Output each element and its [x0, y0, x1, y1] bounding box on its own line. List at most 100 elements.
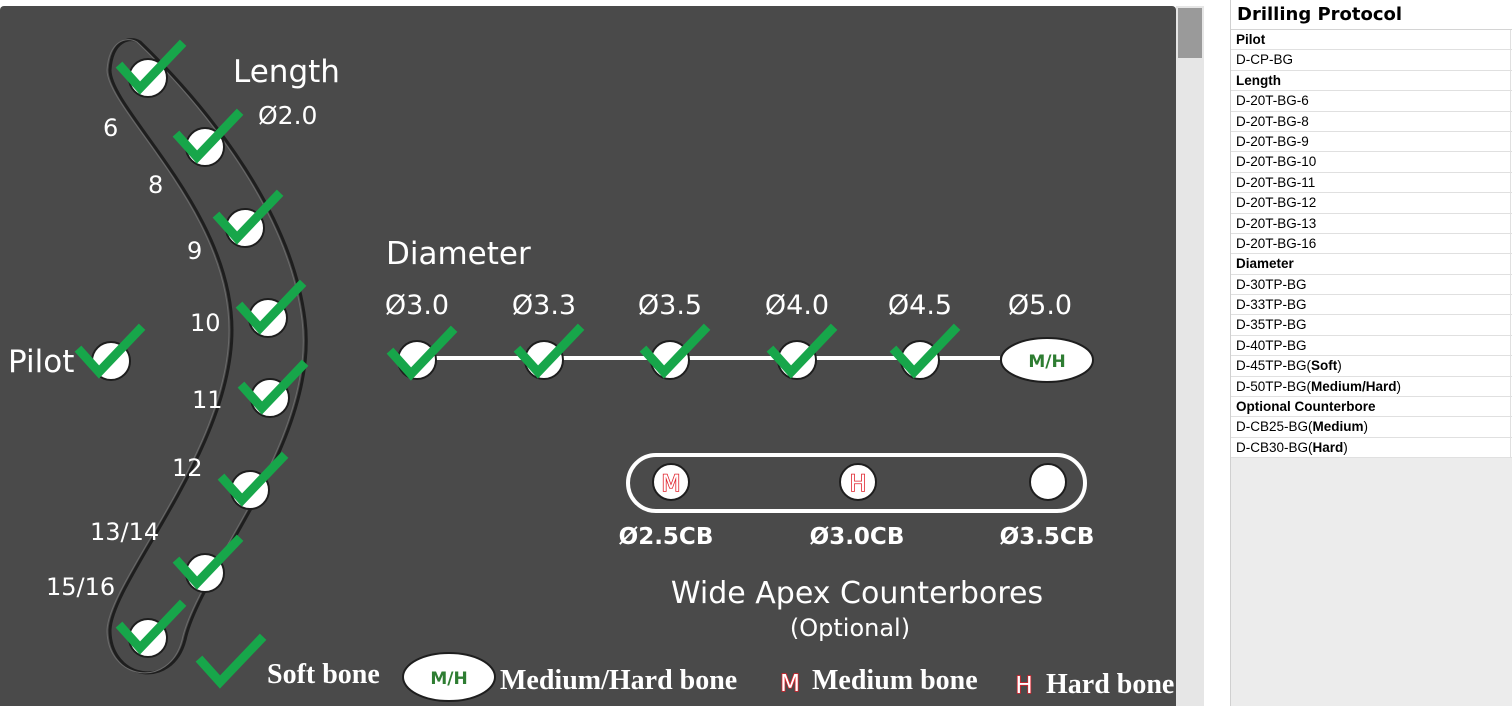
- legend-mh-marker: M/H: [430, 669, 467, 689]
- protocol-item[interactable]: D-20T-BG-10: [1231, 152, 1512, 173]
- drilling-protocol-list: Drilling Protocol Pilot D-CP-BG Length D-20…: [1231, 0, 1512, 459]
- diameter-step-label: Ø3.3: [512, 290, 576, 321]
- length-steps: 6 8 9 10 11 12 13/14 15/16: [46, 46, 302, 658]
- protocol-rows: Pilot D-CP-BG Length D-20T-BG-6 D-20T-BG-8 D-…: [1231, 30, 1512, 459]
- protocol-item-code: D-30TP-BG: [1236, 276, 1307, 292]
- counterbore-title: Wide Apex Counterbores: [671, 576, 1043, 611]
- protocol-item[interactable]: D-20T-BG-6: [1231, 91, 1512, 112]
- protocol-item[interactable]: D-20T-BG-12: [1231, 193, 1512, 214]
- protocol-note-paren-close: ): [1337, 358, 1342, 374]
- legend-medium-label: Medium bone: [812, 665, 978, 696]
- pilot-label: Pilot: [8, 344, 74, 380]
- protocol-note-paren-close: ): [1343, 439, 1348, 455]
- protocol-item[interactable]: D-33TP-BG: [1231, 295, 1512, 316]
- protocol-item-code: D-20T-BG-6: [1236, 93, 1309, 109]
- protocol-item-code: D-CB25-BG: [1236, 419, 1309, 435]
- protocol-item-code: D-CP-BG: [1236, 52, 1293, 68]
- length-step-label: 8: [148, 171, 163, 199]
- legend-hard-label: Hard bone: [1046, 669, 1174, 700]
- protocol-item[interactable]: D-20T-BG-9: [1231, 131, 1512, 153]
- protocol-item[interactable]: D-50TP-BG(Medium/Hard): [1231, 376, 1512, 398]
- protocol-item[interactable]: D-20T-BG-16: [1231, 233, 1512, 255]
- counterbore-node: [1029, 463, 1067, 501]
- diameter-step-label: Ø4.0: [765, 290, 829, 321]
- diameter-mh-node: [1000, 337, 1094, 383]
- protocol-panel: Drilling Protocol Pilot D-CP-BG Length D-20…: [1230, 0, 1512, 706]
- protocol-item-code: D-45TP-BG: [1236, 358, 1307, 374]
- protocol-item[interactable]: D-CB25-BG(Medium): [1231, 417, 1512, 438]
- protocol-item[interactable]: D-20T-BG-11: [1231, 172, 1512, 194]
- protocol-item-code: D-20T-BG-8: [1236, 113, 1309, 129]
- protocol-note-paren-open: (: [1306, 358, 1312, 374]
- diameter-step-label: Ø3.0: [385, 290, 449, 321]
- protocol-item-code: D-50TP-BG: [1236, 378, 1307, 394]
- counterbore-bone-marker: M: [662, 472, 681, 497]
- protocol-item[interactable]: D-40TP-BG: [1231, 335, 1512, 357]
- length-step-label: 10: [190, 309, 221, 337]
- protocol-item[interactable]: D-20T-BG-8: [1231, 111, 1512, 132]
- length-step-label: 11: [192, 386, 223, 414]
- protocol-item-note: Hard: [1312, 439, 1344, 455]
- length-title: Length: [233, 54, 340, 90]
- protocol-item[interactable]: D-20T-BG-13: [1231, 213, 1512, 234]
- protocol-item-note: Soft: [1311, 358, 1338, 374]
- protocol-item[interactable]: D-45TP-BG(Soft): [1231, 356, 1512, 377]
- protocol-item-code: D-35TP-BG: [1236, 317, 1307, 333]
- protocol-item-code: D-20T-BG-11: [1236, 174, 1316, 190]
- protocol-item-code: D-CB30-BG: [1236, 439, 1309, 455]
- counterbore-subtitle: (Optional): [790, 614, 910, 642]
- protocol-item-code: D-20T-BG-9: [1236, 133, 1309, 149]
- legend-mh-node: [402, 652, 496, 702]
- board-scrollbar-thumb[interactable]: [1178, 8, 1202, 58]
- protocol-section-heading: Diameter: [1231, 254, 1512, 275]
- protocol-item-code: D-40TP-BG: [1236, 337, 1307, 353]
- length-top-diameter: Ø2.0: [258, 101, 317, 130]
- diameter-title: Diameter: [386, 236, 531, 272]
- diagram-canvas: Length Ø2.0 6 8 9 10 11 12 13/14 15/16 Pilot Di…: [0, 6, 1204, 706]
- diameter-mh-marker: M/H: [1028, 352, 1065, 372]
- counterbore-step-label: Ø2.5CB: [619, 524, 714, 550]
- diameter-step-label: Ø5.0: [1008, 290, 1072, 321]
- length-step-label: 13/14: [90, 518, 159, 546]
- protocol-item-code: D-20T-BG-16: [1236, 235, 1317, 251]
- protocol-title: Drilling Protocol: [1231, 0, 1512, 30]
- diameter-steps: Ø3.0 Ø3.3 Ø3.5 Ø4.0 Ø4.5 Ø5.0: [385, 290, 1072, 380]
- drilling-sequence-diagram: Length Ø2.0 6 8 9 10 11 12 13/14 15/16 Pilot Di…: [0, 6, 1204, 706]
- diameter-step-label: Ø3.5: [638, 290, 702, 321]
- legend-soft-label: Soft bone: [267, 659, 380, 690]
- protocol-note-paren-close: ): [1396, 378, 1402, 394]
- protocol-item[interactable]: D-CB30-BG(Hard): [1231, 437, 1512, 459]
- counterbore-node: [839, 463, 877, 501]
- legend-hard-marker: H: [1015, 673, 1032, 699]
- protocol-note-paren-open: (: [1308, 439, 1313, 455]
- protocol-item-code: D-20T-BG-13: [1236, 215, 1317, 231]
- counterbore-node: [652, 463, 690, 501]
- counterbore-capsule: [626, 453, 1087, 513]
- board-scrollbar-track[interactable]: [1176, 6, 1204, 706]
- protocol-note-paren-open: (: [1308, 419, 1313, 435]
- length-step-label: 15/16: [46, 573, 115, 601]
- protocol-note-paren-open: (: [1306, 378, 1312, 394]
- protocol-item[interactable]: D-CP-BG: [1231, 50, 1512, 71]
- length-step-label: 9: [187, 237, 202, 265]
- protocol-item-code: D-20T-BG-12: [1236, 195, 1317, 211]
- length-step-label: 12: [172, 454, 203, 482]
- protocol-item-note: Medium/Hard: [1311, 378, 1397, 394]
- diameter-step-label: Ø4.5: [888, 290, 952, 321]
- length-step-label: 6: [103, 114, 118, 142]
- protocol-section-heading: Pilot: [1231, 30, 1512, 51]
- protocol-item[interactable]: D-30TP-BG: [1231, 274, 1512, 296]
- protocol-section-heading: Length: [1231, 70, 1512, 92]
- legend-medium-hard-label: Medium/Hard bone: [500, 665, 737, 696]
- counterbore-steps: M Ø2.5CB H Ø3.0CB Ø3.5CB: [619, 463, 1095, 550]
- protocol-item-code: D-33TP-BG: [1236, 297, 1307, 313]
- protocol-item-code: D-20T-BG-10: [1236, 154, 1317, 170]
- protocol-note-paren-close: ): [1363, 419, 1369, 435]
- protocol-item-note: Medium: [1312, 419, 1364, 435]
- counterbore-bone-marker: H: [850, 472, 867, 497]
- protocol-item[interactable]: D-35TP-BG: [1231, 315, 1512, 336]
- counterbore-step-label: Ø3.0CB: [810, 524, 905, 550]
- counterbore-step-label: Ø3.5CB: [1000, 524, 1095, 550]
- legend-medium-marker: M: [780, 671, 800, 697]
- protocol-section-heading: Optional Counterbore: [1231, 397, 1512, 418]
